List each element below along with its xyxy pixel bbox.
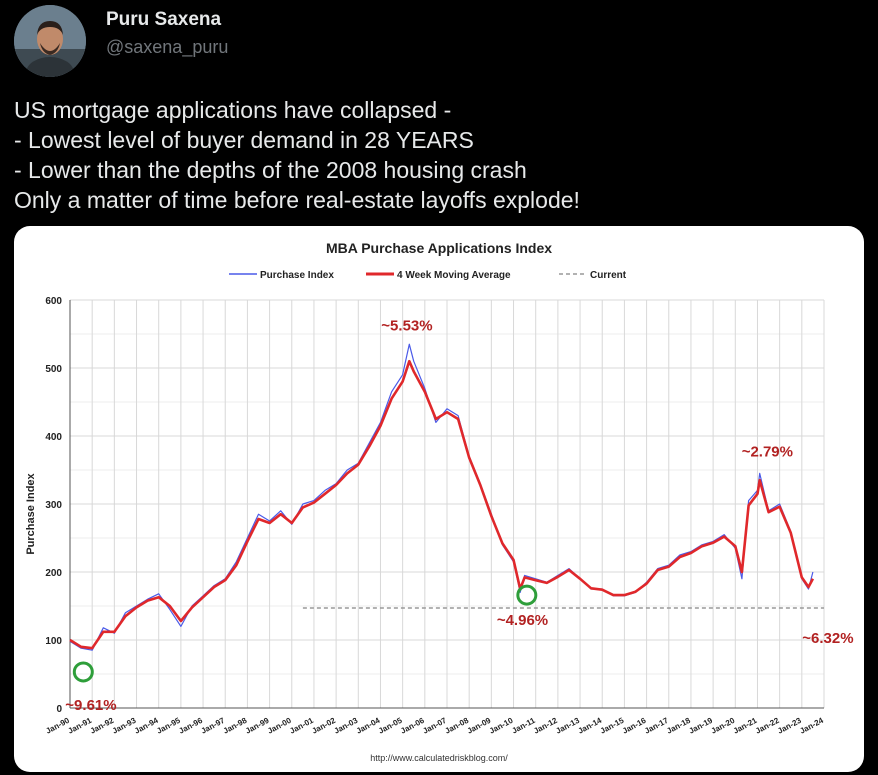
tweet-media-chart[interactable]: MBA Purchase Applications Index Purchase… <box>14 226 864 772</box>
x-tick-label: Jan-91 <box>66 716 93 736</box>
tweet-line: Only a matter of time before real-estate… <box>14 187 580 213</box>
x-tick-label: Jan-07 <box>421 716 448 736</box>
x-tick-label: Jan-20 <box>710 716 737 736</box>
tweet-line: - Lowest level of buyer demand in 28 YEA… <box>14 127 474 153</box>
annotation-label: ~2.79% <box>742 443 793 460</box>
x-tick-label: Jan-95 <box>155 716 182 736</box>
x-tick-label: Jan-08 <box>443 716 470 736</box>
x-tick-label: Jan-01 <box>288 716 315 736</box>
annotation-circle <box>516 584 538 606</box>
x-tick-label: Jan-14 <box>577 716 604 736</box>
x-tick-label: Jan-12 <box>532 716 559 736</box>
x-tick-label: Jan-21 <box>732 716 759 736</box>
x-tick-label: Jan-19 <box>687 716 714 736</box>
chart-series <box>69 343 824 651</box>
annotation-label: ~5.53% <box>381 318 432 335</box>
legend-label: Purchase Index <box>260 270 334 281</box>
tweet-line: US mortgage applications have collapsed … <box>14 97 452 123</box>
y-tick-label: 500 <box>45 364 62 375</box>
x-tick-label: Jan-99 <box>244 716 271 736</box>
series-line-purchase-index <box>69 343 814 651</box>
x-tick-label: Jan-02 <box>310 716 337 736</box>
x-tick-label: Jan-11 <box>510 716 537 736</box>
x-tick-label: Jan-03 <box>333 716 360 736</box>
x-tick-label: Jan-24 <box>798 716 825 736</box>
annotation-circle <box>72 661 94 683</box>
chart-title: MBA Purchase Applications Index <box>326 240 552 256</box>
x-tick-label: Jan-93 <box>111 716 138 736</box>
x-tick-label: Jan-23 <box>776 716 803 736</box>
author-handle[interactable]: @saxena_puru <box>106 37 229 57</box>
x-tick-label: Jan-05 <box>377 716 404 736</box>
annotation-label: ~4.96% <box>497 612 548 629</box>
x-tick-label: Jan-15 <box>599 716 626 736</box>
y-tick-label: 600 <box>45 296 62 307</box>
tweet-line: - Lower than the depths of the 2008 hous… <box>14 157 527 183</box>
author-avatar[interactable] <box>14 5 86 77</box>
y-tick-label: 0 <box>56 704 62 715</box>
x-tick-label: Jan-10 <box>488 716 515 736</box>
x-tick-label: Jan-17 <box>643 716 670 736</box>
legend-label: Current <box>590 270 627 281</box>
x-axis-ticks: Jan-90Jan-91Jan-92Jan-93Jan-94Jan-95Jan-… <box>44 716 825 736</box>
x-tick-label: Jan-16 <box>621 716 648 736</box>
x-tick-label: Jan-92 <box>89 716 116 736</box>
x-tick-label: Jan-04 <box>355 716 382 736</box>
chart-legend: Purchase Index 4 Week Moving Average Curre… <box>229 270 627 281</box>
y-axis-label: Purchase Index <box>25 472 37 554</box>
y-tick-label: 200 <box>45 568 62 579</box>
x-tick-label: Jan-09 <box>466 716 493 736</box>
chart-grid <box>69 299 825 709</box>
tweet-text: US mortgage applications have collapsed … <box>14 95 864 215</box>
x-tick-label: Jan-97 <box>200 716 227 736</box>
x-tick-label: Jan-98 <box>222 716 249 736</box>
y-tick-label: 100 <box>45 636 62 647</box>
x-tick-label: Jan-13 <box>554 716 581 736</box>
legend-label: 4 Week Moving Average <box>397 270 511 281</box>
x-tick-label: Jan-06 <box>399 716 426 736</box>
y-tick-label: 400 <box>45 432 62 443</box>
x-tick-label: Jan-90 <box>44 716 71 736</box>
chart-svg: MBA Purchase Applications Index Purchase… <box>25 240 854 763</box>
chart-source: http://www.calculatedriskblog.com/ <box>370 753 508 763</box>
series-line-4-week-moving-average <box>69 359 815 650</box>
x-tick-label: Jan-00 <box>266 716 293 736</box>
chart-annotations: ~9.61% ~5.53% ~4.96% ~2.79% ~6.32% <box>65 318 853 714</box>
y-axis-ticks: 0 100 200 300 400 500 600 <box>45 296 62 715</box>
x-tick-label: Jan-22 <box>754 716 781 736</box>
x-tick-label: Jan-18 <box>665 716 692 736</box>
author-name[interactable]: Puru Saxena <box>106 9 222 30</box>
avatar-image <box>14 5 86 77</box>
x-tick-label: Jan-96 <box>177 716 204 736</box>
x-tick-label: Jan-94 <box>133 716 160 736</box>
annotation-label: ~6.32% <box>802 630 853 647</box>
annotation-label: ~9.61% <box>65 697 116 714</box>
y-tick-label: 300 <box>45 500 62 511</box>
